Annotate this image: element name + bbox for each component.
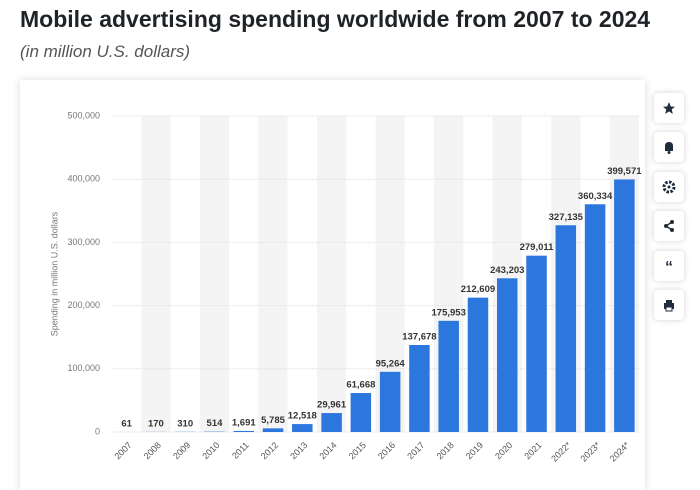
chart: Spending in million U.S. dollars 0 100,00… [0,0,700,478]
x-tick-label: 2009 [171,440,192,461]
bar [409,345,429,432]
value-label: 514 [207,418,224,429]
bar [263,428,283,432]
x-tick-label: 2017 [405,440,426,461]
value-label: 95,264 [376,358,406,369]
value-label: 399,571 [607,166,642,177]
value-label: 360,334 [578,191,613,202]
x-tick-label: 2021 [522,440,543,461]
value-label: 170 [148,418,164,429]
x-tick-label: 2023* [578,440,602,464]
value-label: 1,691 [232,417,256,428]
bar [556,225,576,432]
x-tick-label: 2019 [464,440,485,461]
value-label: 279,011 [520,242,555,253]
x-tick-label: 2022* [549,440,573,464]
bar [380,372,400,432]
value-label: 5,785 [261,415,285,426]
bar [438,321,458,432]
value-label: 243,203 [490,265,524,276]
x-tick-label: 2015 [347,440,368,461]
column-band [200,116,229,432]
value-label: 137,678 [402,332,436,343]
x-tick-label: 2020 [493,440,514,461]
x-tick-label: 2018 [435,440,456,461]
value-label: 327,135 [549,212,584,223]
bar [614,179,634,432]
value-label: 29,961 [317,400,347,411]
y-tick-label: 0 [95,426,100,436]
value-label: 310 [177,418,193,429]
bar [234,431,254,432]
value-label: 12,518 [288,411,317,422]
x-tick-label: 2016 [376,440,397,461]
y-tick-label: 400,000 [67,174,100,184]
x-tick-label: 2024* [608,440,632,464]
x-tick-label: 2013 [288,440,309,461]
bar [497,278,517,432]
value-label: 61 [121,418,132,429]
x-tick-label: 2008 [142,440,163,461]
bar [468,298,488,432]
bar [585,204,605,432]
page: {"title": "Mobile advertising spending w… [0,0,700,478]
bar [351,393,371,432]
column-band [317,116,346,432]
y-tick-label: 500,000 [67,110,100,120]
x-tick-label: 2010 [200,440,221,461]
y-tick-label: 200,000 [67,300,100,310]
column-band [141,116,170,432]
bar [292,424,312,432]
value-label: 61,668 [346,380,375,391]
x-tick-label: 2007 [112,440,133,461]
y-tick-label: 300,000 [67,237,100,247]
bar [321,413,341,432]
x-tick-label: 2014 [317,440,338,461]
bar [526,256,546,432]
x-tick-label: 2011 [230,440,251,461]
value-label: 175,953 [432,307,466,318]
y-axis-label: Spending in million U.S. dollars [49,211,59,336]
column-band [258,116,287,432]
x-tick-label: 2012 [259,440,280,461]
y-tick-label: 100,000 [67,363,100,373]
value-label: 212,609 [461,284,495,295]
